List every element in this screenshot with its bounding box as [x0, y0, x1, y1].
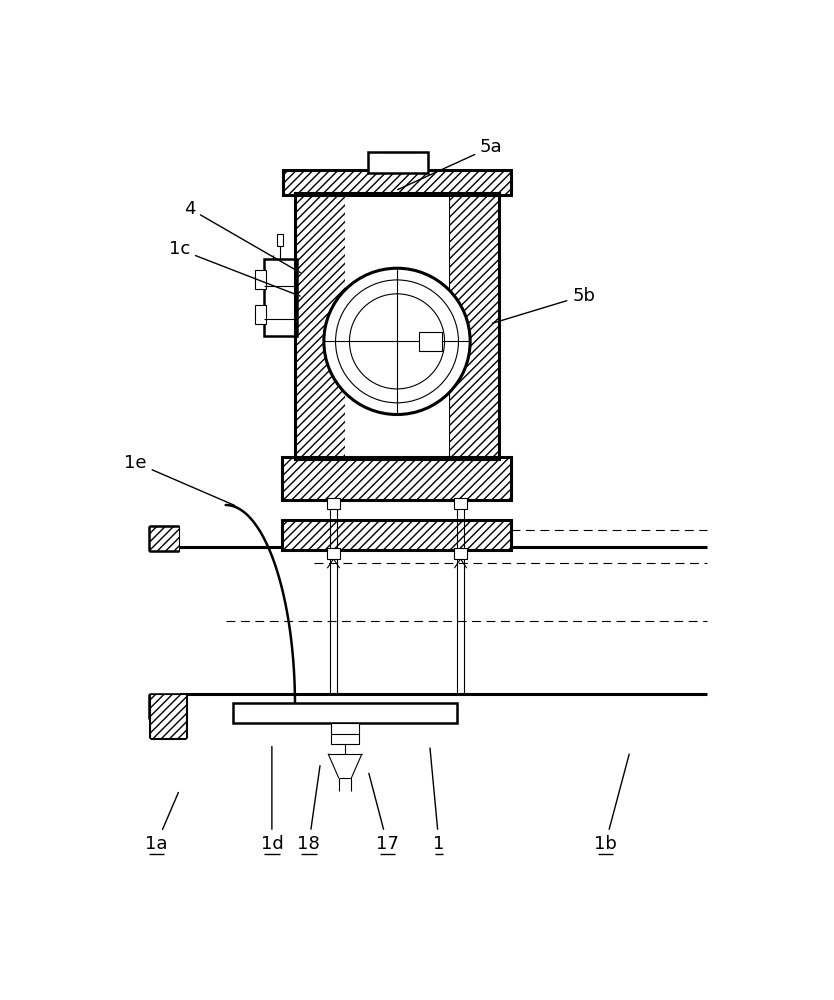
- Text: 4: 4: [183, 200, 300, 273]
- Text: 1a: 1a: [145, 792, 178, 853]
- Bar: [282, 457, 510, 500]
- Text: 1: 1: [430, 748, 445, 853]
- Text: 18: 18: [298, 766, 320, 853]
- Bar: [264, 259, 297, 336]
- Bar: [327, 498, 339, 509]
- Bar: [148, 694, 179, 719]
- Bar: [295, 193, 499, 459]
- Circle shape: [324, 268, 470, 415]
- Bar: [295, 193, 345, 459]
- Text: 17: 17: [369, 773, 399, 853]
- Bar: [282, 520, 510, 550]
- Bar: [255, 305, 266, 324]
- Text: 5b: 5b: [492, 287, 595, 323]
- Bar: [455, 498, 467, 509]
- Bar: [327, 548, 339, 559]
- Bar: [419, 332, 442, 351]
- Bar: [284, 170, 510, 195]
- Bar: [234, 703, 457, 723]
- Bar: [282, 520, 510, 550]
- Bar: [255, 270, 266, 289]
- Text: 1d: 1d: [260, 746, 284, 853]
- Bar: [368, 152, 428, 173]
- Bar: [282, 457, 510, 500]
- Bar: [345, 193, 449, 459]
- Bar: [284, 170, 510, 195]
- Text: 1b: 1b: [594, 754, 629, 853]
- Text: 1c: 1c: [168, 240, 300, 296]
- Bar: [150, 694, 186, 738]
- Bar: [277, 234, 284, 246]
- Text: 1e: 1e: [124, 454, 234, 505]
- Bar: [455, 548, 467, 559]
- Text: 5a: 5a: [398, 138, 503, 190]
- Bar: [331, 723, 359, 744]
- Bar: [148, 526, 179, 551]
- Bar: [449, 193, 499, 459]
